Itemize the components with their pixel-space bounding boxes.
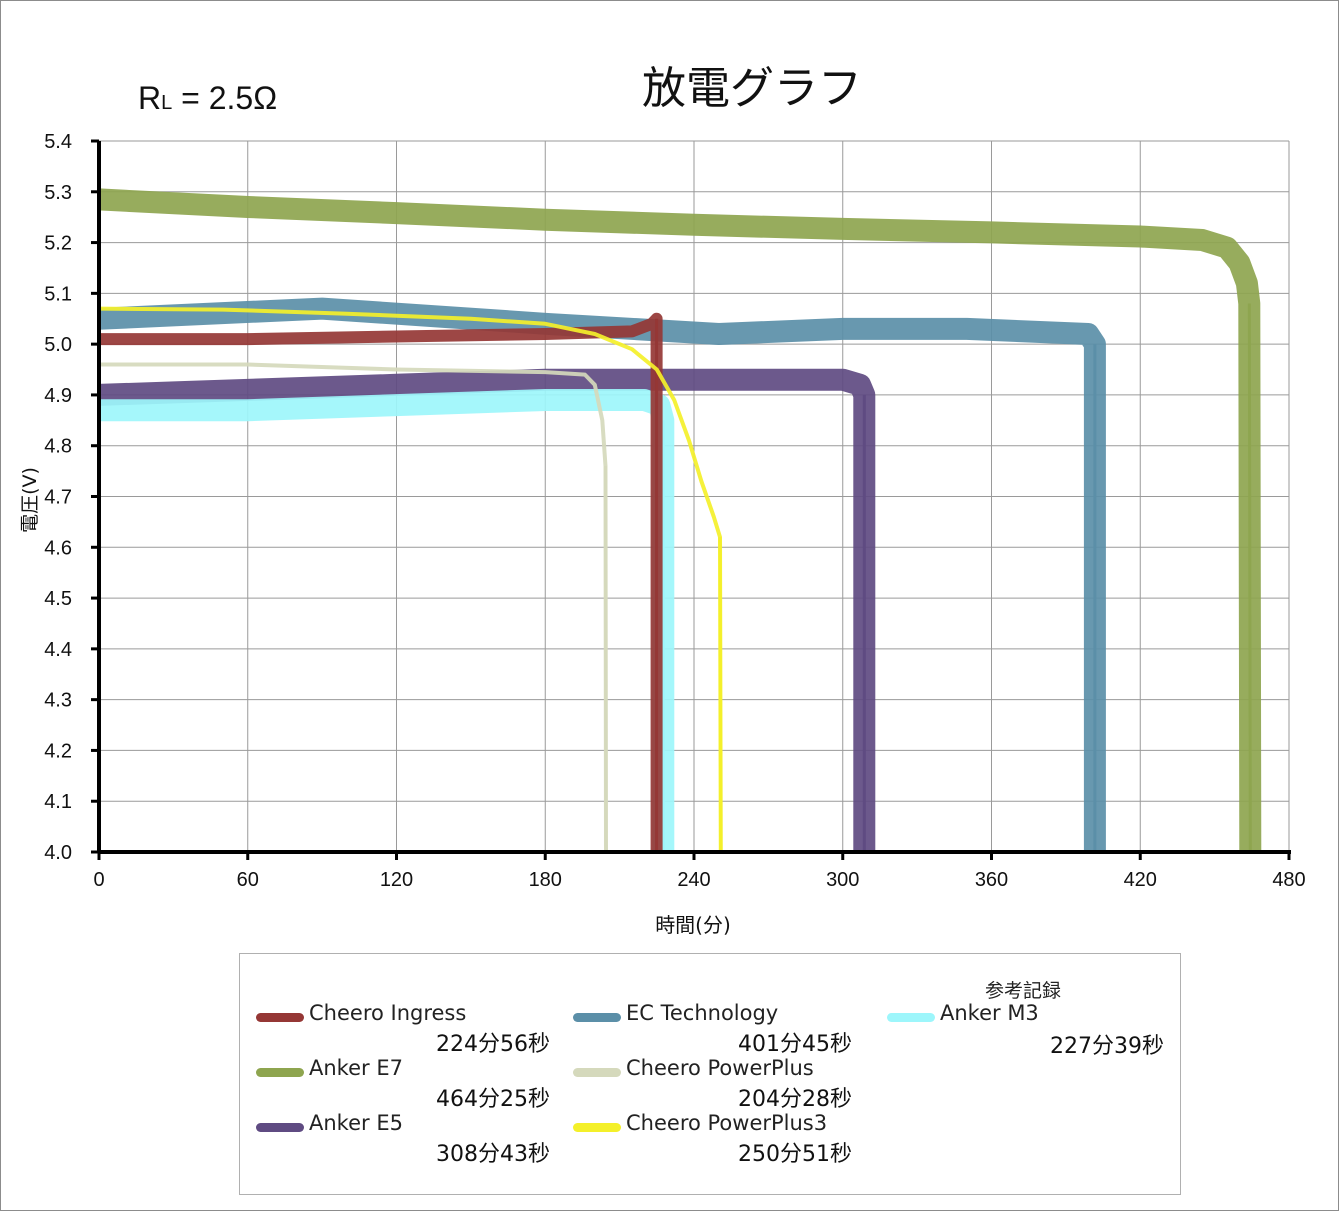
- y-tick-label: 4.1: [44, 791, 72, 813]
- series-line-cheero-powerplus: [99, 362, 608, 853]
- y-tick-label: 4.9: [44, 385, 72, 407]
- x-tick-label: 0: [93, 869, 104, 891]
- legend-swatch: [256, 1013, 304, 1022]
- x-tick-label: 480: [1272, 869, 1305, 891]
- x-tick-label: 360: [975, 869, 1008, 891]
- series-line-cheero-powerplus3: [98, 306, 723, 853]
- legend: 参考記録 Cheero Ingress 224分56秒 Anker E7 464分25…: [239, 953, 1181, 1195]
- series-line-anker-m3: [99, 389, 675, 852]
- legend-name: Anker E5: [309, 1111, 403, 1135]
- legend-name: Anker E7: [309, 1056, 403, 1080]
- legend-name: Cheero Ingress: [309, 1001, 467, 1025]
- y-tick-label: 5.1: [44, 283, 72, 305]
- y-tick-label: 4.3: [44, 690, 72, 712]
- x-tick-label: 180: [529, 869, 562, 891]
- legend-swatch: [256, 1123, 304, 1132]
- x-tick-label: 420: [1124, 869, 1157, 891]
- series-line-anker-e7: [98, 188, 1262, 853]
- y-tick-label: 4.7: [44, 487, 72, 509]
- legend-swatch: [573, 1123, 621, 1132]
- series-drop-anker-e7: [1247, 303, 1252, 853]
- legend-duration: 464分25秒: [436, 1087, 550, 1112]
- legend-swatch: [573, 1068, 621, 1077]
- axes: [91, 139, 1291, 860]
- legend-name: Cheero PowerPlus: [626, 1056, 814, 1080]
- x-tick-label: 120: [380, 869, 413, 891]
- legend-swatch: [573, 1013, 621, 1022]
- x-axis-label: 時間(分): [655, 913, 731, 937]
- y-tick-label: 4.8: [44, 436, 72, 458]
- legend-name: Anker M3: [940, 1001, 1039, 1025]
- y-tick-label: 5.2: [44, 233, 72, 255]
- legend-duration: 401分45秒: [738, 1032, 852, 1057]
- legend-name: EC Technology: [626, 1001, 779, 1025]
- y-tick-label: 4.2: [44, 740, 72, 762]
- series-line-anker-e5: [98, 368, 876, 852]
- legend-duration: 224分56秒: [436, 1032, 550, 1057]
- y-tick-label: 4.0: [44, 842, 72, 864]
- subtitle-base: R: [138, 80, 161, 116]
- y-axis-label: 電圧(V): [19, 467, 41, 533]
- y-tick-label: 5.0: [44, 334, 72, 356]
- legend-duration: 227分39秒: [1050, 1034, 1164, 1059]
- legend-swatch: [887, 1013, 935, 1022]
- legend-name: Cheero PowerPlus3: [626, 1111, 828, 1135]
- chart-subtitle: RL = 2.5Ω: [138, 80, 277, 116]
- x-tick-label: 300: [826, 869, 859, 891]
- series-layer: [98, 188, 1262, 853]
- y-tick-label: 5.3: [44, 182, 72, 204]
- y-tick-label: 4.5: [44, 588, 72, 610]
- series-line-ec-technology: [98, 297, 1106, 852]
- chart-title: 放電グラフ: [642, 63, 862, 114]
- series-drop-cheero-powerplus3: [718, 537, 723, 853]
- y-tick-label: 5.4: [44, 131, 72, 153]
- legend-duration: 250分51秒: [738, 1142, 852, 1167]
- x-tick-label: 240: [677, 869, 710, 891]
- tick-labels: 0 60 120 180 240 300 360 420 480 4.0 4.1 4.2 4.3 4.4 4…: [44, 131, 1306, 891]
- subtitle-rest: = 2.5Ω: [172, 80, 277, 116]
- legend-note: 参考記録: [985, 980, 1062, 1002]
- legend-swatch: [256, 1068, 304, 1077]
- subtitle-sub: L: [161, 92, 172, 114]
- legend-duration: 204分28秒: [738, 1087, 852, 1112]
- grid-lines: [98, 140, 1290, 853]
- y-tick-label: 4.4: [44, 639, 72, 661]
- y-tick-label: 4.6: [44, 537, 72, 559]
- legend-duration: 308分43秒: [436, 1142, 550, 1167]
- x-tick-label: 60: [237, 869, 259, 891]
